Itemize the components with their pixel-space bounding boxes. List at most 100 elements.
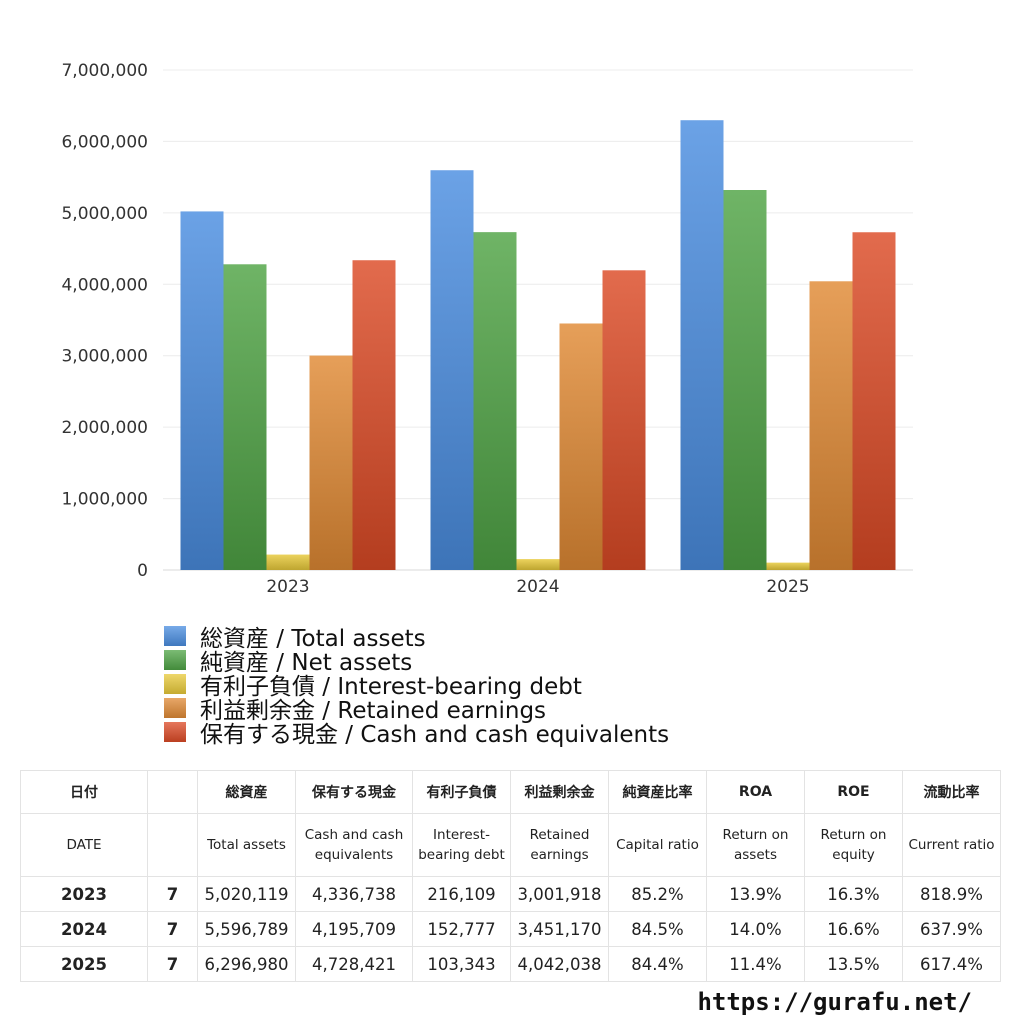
year-cell: 2023 [20, 876, 148, 912]
table-row: 2023 7 5,020,119 4,336,738 216,109 3,001… [20, 876, 1001, 912]
col-header: Current ratio [902, 813, 1001, 877]
legend-label: 有利子負債 / Interest-bearing debt [200, 674, 582, 700]
bar [766, 562, 810, 570]
col-header: 利益剰余金 [510, 770, 609, 814]
value-cell: 4,336,738 [295, 876, 413, 912]
col-header: 流動比率 [902, 770, 1001, 814]
value-cell: 16.3% [804, 876, 903, 912]
x-axis-ticks: 2023 2024 2025 [266, 577, 809, 597]
col-header: Total assets [197, 813, 296, 877]
col-header: 有利子負債 [412, 770, 511, 814]
col-header: Return on assets [706, 813, 805, 877]
col-header: DATE [20, 813, 148, 877]
y-tick-label: 0 [137, 561, 148, 581]
bar [559, 323, 603, 570]
x-tick-label: 2025 [766, 577, 809, 597]
chart-legend: 総資産 / Total assets 純資産 / Net assets 有利子負… [164, 624, 669, 748]
col-header: Return on equity [804, 813, 903, 877]
table-row: 2025 7 6,296,980 4,728,421 103,343 4,042… [20, 946, 1001, 982]
table-header-ja: 日付 総資産 保有する現金 有利子負債 利益剰余金 純資産比率 ROA ROE … [20, 770, 1001, 814]
value-cell: 5,020,119 [197, 876, 296, 912]
value-cell: 6,296,980 [197, 946, 296, 982]
legend-label: 純資産 / Net assets [200, 650, 413, 676]
legend-item: 純資産 / Net assets [164, 648, 669, 676]
value-cell: 84.4% [608, 946, 707, 982]
value-cell: 13.9% [706, 876, 805, 912]
year-cell: 2025 [20, 946, 148, 982]
legend-swatch [164, 722, 186, 742]
bar [309, 355, 353, 570]
value-cell: 16.6% [804, 911, 903, 947]
y-tick-label: 1,000,000 [61, 490, 148, 510]
bar [809, 281, 853, 570]
value-cell: 4,195,709 [295, 911, 413, 947]
col-header: 純資産比率 [608, 770, 707, 814]
bar [352, 260, 396, 570]
legend-swatch [164, 674, 186, 694]
col-header: 総資産 [197, 770, 296, 814]
value-cell: 13.5% [804, 946, 903, 982]
bar [266, 554, 310, 570]
bar-chart: 0 1,000,000 2,000,000 3,000,000 4,000,000 5,0… [61, 61, 913, 597]
y-tick-label: 4,000,000 [61, 275, 148, 295]
col-header [147, 770, 198, 814]
legend-item: 有利子負債 / Interest-bearing debt [164, 672, 669, 700]
value-cell: 11.4% [706, 946, 805, 982]
value-cell: 152,777 [412, 911, 511, 947]
value-cell: 5,596,789 [197, 911, 296, 947]
legend-label: 保有する現金 / Cash and cash equivalents [200, 722, 670, 748]
table-header-en: DATE Total assets Cash and cash equivale… [20, 813, 1001, 877]
value-cell: 818.9% [902, 876, 1001, 912]
y-tick-label: 5,000,000 [61, 204, 148, 224]
value-cell: 3,451,170 [510, 911, 609, 947]
x-tick-label: 2024 [516, 577, 559, 597]
gridlines [163, 69, 913, 571]
value-cell: 637.9% [902, 911, 1001, 947]
bar [516, 559, 560, 570]
legend-label: 総資産 / Total assets [200, 626, 426, 652]
year-cell: 2024 [20, 911, 148, 947]
x-tick-label: 2023 [266, 577, 309, 597]
value-cell: 617.4% [902, 946, 1001, 982]
value-cell: 84.5% [608, 911, 707, 947]
bar [723, 190, 767, 570]
legend-item: 総資産 / Total assets [164, 624, 669, 652]
y-tick-label: 3,000,000 [61, 347, 148, 367]
col-header: ROA [706, 770, 805, 814]
col-header: Cash and cash equivalents [295, 813, 413, 877]
y-axis-ticks: 0 1,000,000 2,000,000 3,000,000 4,000,000 5,0… [61, 61, 148, 581]
col-header: 保有する現金 [295, 770, 413, 814]
footer-url[interactable]: https://gurafu.net/ [697, 988, 972, 1016]
bar [473, 232, 517, 570]
col-header: ROE [804, 770, 903, 814]
bar [680, 120, 724, 571]
value-cell: 103,343 [412, 946, 511, 982]
value-cell: 85.2% [608, 876, 707, 912]
bar [223, 264, 267, 570]
table-row: 2024 7 5,596,789 4,195,709 152,777 3,451… [20, 911, 1001, 947]
legend-swatch [164, 650, 186, 670]
value-cell: 14.0% [706, 911, 805, 947]
bars [180, 120, 896, 571]
value-cell: 216,109 [412, 876, 511, 912]
value-cell: 4,042,038 [510, 946, 609, 982]
legend-swatch [164, 698, 186, 718]
y-tick-label: 6,000,000 [61, 132, 148, 152]
month-cell: 7 [147, 911, 198, 947]
bar [852, 232, 896, 570]
col-header: Retained earnings [510, 813, 609, 877]
col-header: 日付 [20, 770, 148, 814]
legend-item: 利益剰余金 / Retained earnings [164, 696, 669, 724]
bar [180, 211, 224, 570]
col-header [147, 813, 198, 877]
legend-swatch [164, 626, 186, 646]
month-cell: 7 [147, 946, 198, 982]
legend-label: 利益剰余金 / Retained earnings [200, 698, 547, 724]
y-tick-label: 2,000,000 [61, 418, 148, 438]
col-header: Capital ratio [608, 813, 707, 877]
month-cell: 7 [147, 876, 198, 912]
financial-table: 日付 総資産 保有する現金 有利子負債 利益剰余金 純資産比率 ROA ROE … [20, 770, 1001, 982]
bar [430, 170, 474, 570]
bar [602, 270, 646, 570]
y-tick-label: 7,000,000 [61, 61, 148, 81]
